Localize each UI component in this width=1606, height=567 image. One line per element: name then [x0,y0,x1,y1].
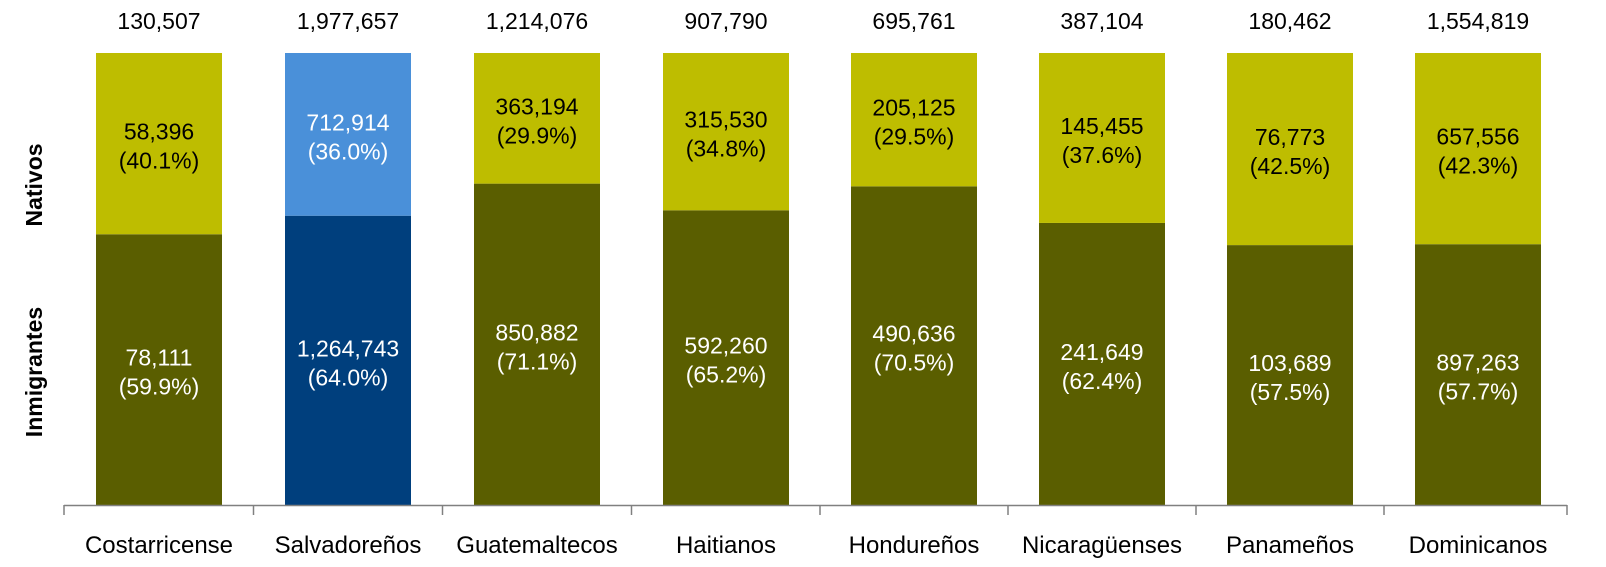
nativos-value-label: 205,125 [872,95,955,121]
bar-nativos [96,53,222,235]
total-label: 130,507 [117,8,200,34]
inmigrantes-percent-label: (64.0%) [308,364,389,390]
y-axis-label: Nativos [21,143,47,226]
bar-nativos [1039,53,1165,223]
inmigrantes-percent-label: (71.1%) [497,348,578,374]
inmigrantes-value-label: 103,689 [1248,350,1331,376]
bar-inmigrantes [851,186,977,505]
bar-nativos [663,53,789,211]
bar-inmigrantes [1039,222,1165,505]
bar-nativos [285,53,411,216]
nativos-percent-label: (37.6%) [1062,142,1143,168]
inmigrantes-value-label: 592,260 [684,333,767,359]
nativos-percent-label: (29.9%) [497,122,578,148]
bar-nativos [851,53,977,187]
inmigrantes-percent-label: (57.5%) [1250,379,1331,405]
bar-inmigrantes [285,215,411,505]
nativos-value-label: 363,194 [495,93,578,119]
bar-inmigrantes [1415,244,1541,506]
category-label: Guatemaltecos [456,532,617,559]
inmigrantes-value-label: 1,264,743 [297,335,399,361]
inmigrantes-percent-label: (65.2%) [686,362,767,388]
category-label: Salvadoreños [275,532,422,559]
inmigrantes-value-label: 850,882 [495,319,578,345]
nativos-value-label: 58,396 [124,119,194,145]
bar-nativos [474,53,600,184]
bar-nativos [1227,53,1353,246]
bar-inmigrantes [1227,245,1353,505]
bar-inmigrantes [474,183,600,506]
nativos-percent-label: (29.5%) [874,124,955,150]
category-label: Hondureños [849,532,980,559]
nativos-value-label: 145,455 [1060,113,1143,139]
nativos-percent-label: (36.0%) [308,138,389,164]
bar-inmigrantes [96,234,222,505]
inmigrantes-percent-label: (57.7%) [1438,379,1519,405]
nativos-value-label: 76,773 [1255,124,1325,150]
inmigrantes-value-label: 78,111 [126,345,193,371]
nativos-percent-label: (42.3%) [1438,153,1519,179]
inmigrantes-value-label: 241,649 [1060,339,1143,365]
nativos-value-label: 315,530 [684,107,767,133]
total-label: 695,761 [872,8,955,34]
category-label: Panameños [1226,532,1354,559]
total-label: 907,790 [684,8,767,34]
inmigrantes-percent-label: (62.4%) [1062,368,1143,394]
category-label: Nicaragüenses [1022,532,1182,559]
nativos-percent-label: (40.1%) [119,148,200,174]
category-label: Costarricense [85,532,233,559]
nativos-percent-label: (34.8%) [686,136,767,162]
nativos-value-label: 657,556 [1436,124,1519,150]
total-label: 387,104 [1060,8,1143,34]
total-label: 1,554,819 [1427,8,1529,34]
total-label: 1,214,076 [486,8,588,34]
category-label: Dominicanos [1409,532,1548,559]
bar-inmigrantes [663,210,789,505]
nativos-percent-label: (42.5%) [1250,153,1331,179]
inmigrantes-percent-label: (59.9%) [119,374,200,400]
bar-nativos [1415,53,1541,245]
inmigrantes-value-label: 897,263 [1436,350,1519,376]
total-label: 180,462 [1248,8,1331,34]
category-label: Haitianos [676,532,776,559]
y-axis-label: Inmigrantes [21,307,47,437]
inmigrantes-value-label: 490,636 [872,321,955,347]
inmigrantes-percent-label: (70.5%) [874,350,955,376]
nativos-value-label: 712,914 [306,109,389,135]
total-label: 1,977,657 [297,8,399,34]
